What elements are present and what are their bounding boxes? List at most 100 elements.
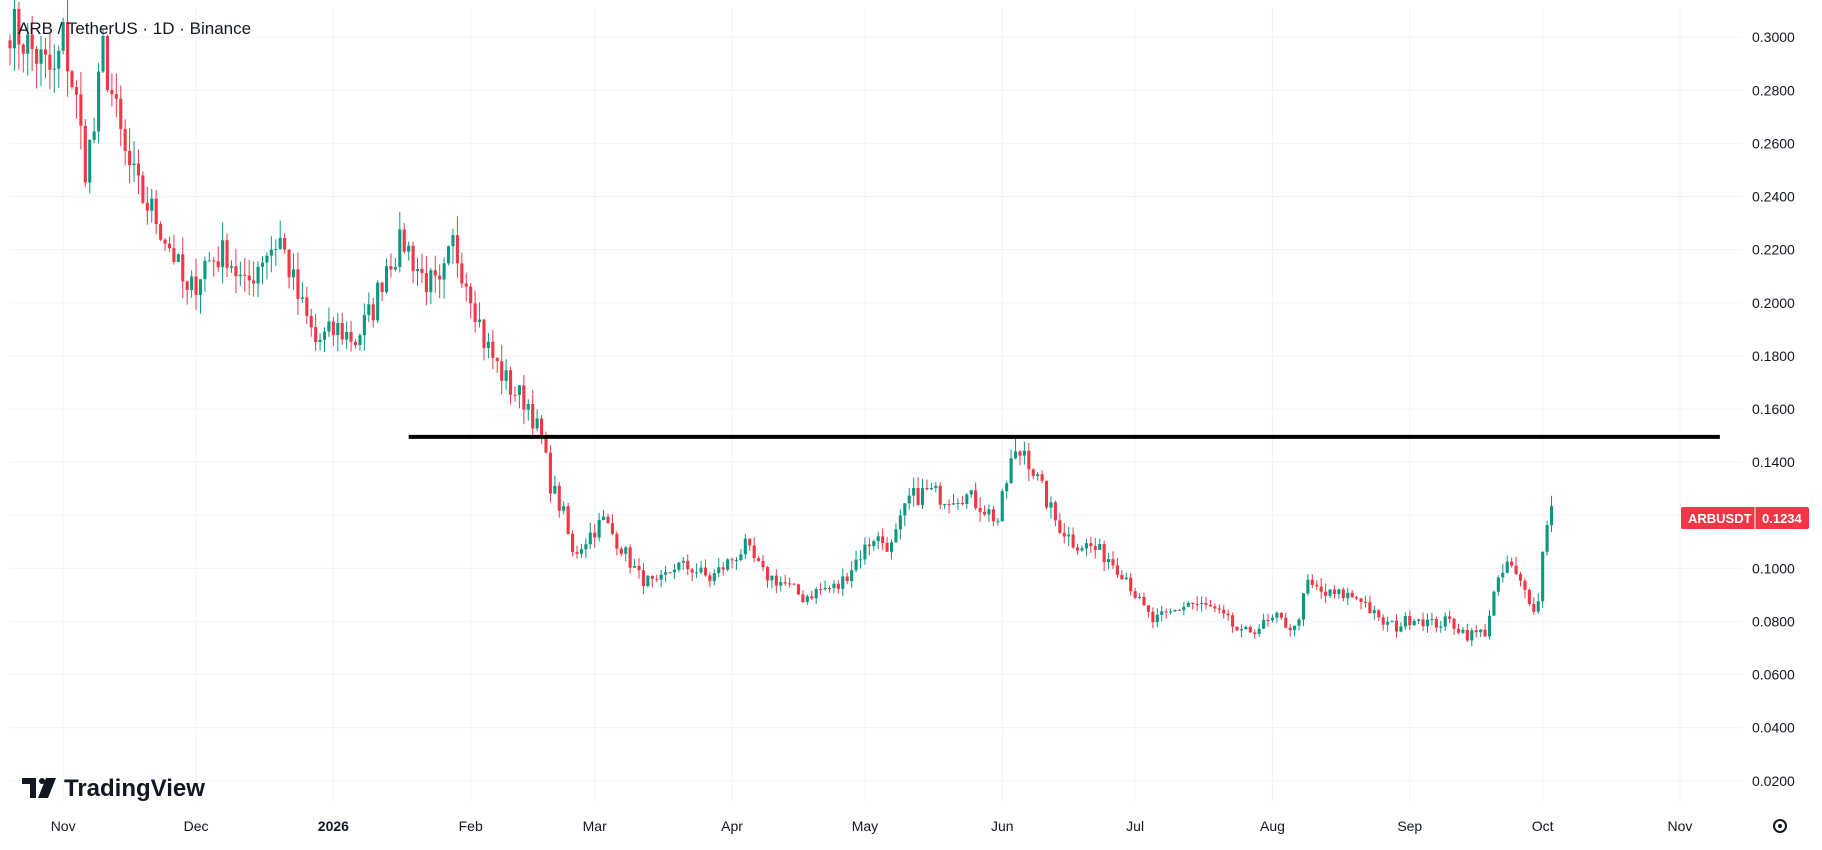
candle xyxy=(1084,539,1088,557)
candle xyxy=(1448,611,1452,624)
candle xyxy=(1244,625,1248,630)
candle-body xyxy=(1275,612,1279,618)
candle-body xyxy=(1332,589,1337,594)
candle xyxy=(757,556,761,562)
candle xyxy=(411,241,415,284)
candle xyxy=(269,236,273,273)
price-badge-symbol: ARBUSDT xyxy=(1688,511,1752,526)
candle-body xyxy=(889,542,894,552)
candle-body xyxy=(1425,619,1430,627)
candle-body xyxy=(655,578,659,580)
candle-body xyxy=(526,403,530,410)
candle-body xyxy=(345,332,349,340)
candle-body xyxy=(1160,611,1164,615)
candle-body xyxy=(154,198,158,224)
candle-body xyxy=(1306,579,1310,594)
candle xyxy=(300,282,304,303)
candle xyxy=(1492,590,1496,616)
candle-body xyxy=(265,255,269,263)
candle xyxy=(35,46,39,89)
candle xyxy=(1346,587,1350,606)
candle xyxy=(322,327,327,352)
candle xyxy=(1372,605,1376,620)
candle-body xyxy=(1319,586,1323,592)
candle xyxy=(1461,627,1465,634)
candle-body xyxy=(1129,577,1133,592)
candle xyxy=(690,567,694,582)
candle xyxy=(172,235,176,265)
candle xyxy=(1217,604,1221,614)
price-axis[interactable]: 0.3000 0.2800 0.2600 0.2400 0.2200 0.2000 0.18… xyxy=(1752,29,1795,789)
candle xyxy=(526,399,530,421)
candle-body xyxy=(699,567,703,573)
candle xyxy=(1399,622,1403,633)
candle xyxy=(420,253,424,283)
candle xyxy=(1275,611,1279,623)
candle-body xyxy=(929,488,933,490)
x-tick-label: Dec xyxy=(184,818,209,834)
candle xyxy=(1505,555,1509,574)
candle-body xyxy=(172,248,176,263)
candle xyxy=(1501,563,1505,583)
candle xyxy=(353,338,358,349)
candle-body xyxy=(322,331,327,340)
candle xyxy=(881,528,885,551)
candle xyxy=(947,499,951,514)
candle-body xyxy=(194,276,198,295)
candle xyxy=(327,307,331,337)
time-axis[interactable]: Nov Dec 2026 Feb Mar Apr May Jun Jul Aug Sep Oct Nov xyxy=(51,818,1693,834)
candle-body xyxy=(956,503,960,505)
candle xyxy=(1262,613,1266,629)
candle xyxy=(761,554,765,572)
candle xyxy=(247,259,251,296)
candle-body xyxy=(66,22,70,72)
candle-body xyxy=(442,263,446,280)
candle-body xyxy=(584,544,588,550)
candle xyxy=(1195,596,1199,612)
candle-body xyxy=(429,270,433,293)
candle xyxy=(371,297,375,328)
tradingview-logo[interactable]: TradingView xyxy=(22,775,205,802)
x-tick-label: Aug xyxy=(1260,818,1285,834)
candle xyxy=(163,238,167,251)
chart-title: ARB / TetherUS · 1D · Binance xyxy=(18,19,251,38)
candle xyxy=(1071,527,1075,550)
candle-body xyxy=(969,490,973,495)
candle xyxy=(1390,620,1394,623)
candle xyxy=(903,503,907,527)
candle-body xyxy=(97,71,101,132)
candle-body xyxy=(668,572,672,574)
candle xyxy=(726,558,730,572)
candle-body xyxy=(35,48,39,64)
candle-body xyxy=(79,94,83,126)
candle-body xyxy=(1284,617,1288,628)
candle xyxy=(668,572,672,574)
candle xyxy=(212,257,216,277)
candle-body xyxy=(792,583,796,585)
candle xyxy=(92,117,96,144)
candle-body xyxy=(597,519,601,538)
candle-body xyxy=(504,370,508,381)
candle xyxy=(376,280,380,324)
candle-body xyxy=(748,538,752,546)
candle xyxy=(1226,609,1230,621)
candle-body xyxy=(495,357,499,362)
candle xyxy=(1536,593,1540,614)
candle-body xyxy=(1443,616,1447,627)
gear-icon[interactable] xyxy=(1773,819,1787,833)
candle-body xyxy=(624,547,628,554)
candle xyxy=(176,253,180,263)
y-tick-label: 0.2800 xyxy=(1752,82,1795,98)
candle xyxy=(1456,623,1461,635)
candle-body xyxy=(212,260,216,262)
candle xyxy=(1350,589,1354,599)
candle-body xyxy=(1288,627,1292,630)
candle xyxy=(265,252,269,280)
candle-body xyxy=(300,297,304,299)
candle-body xyxy=(819,589,823,591)
candle-body xyxy=(1151,611,1155,623)
candle xyxy=(748,538,752,551)
candle xyxy=(624,545,628,562)
